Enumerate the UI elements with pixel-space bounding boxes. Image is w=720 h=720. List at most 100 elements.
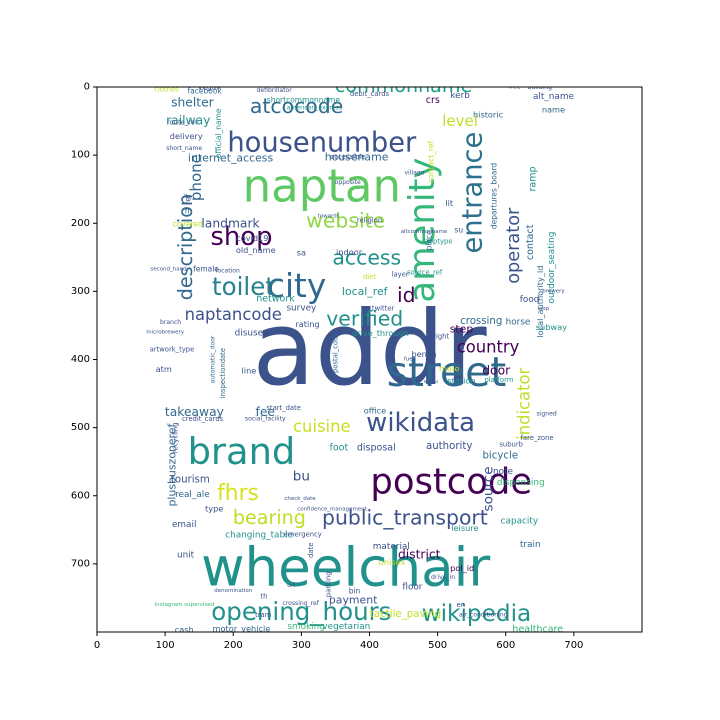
word-crs: crs (426, 95, 440, 106)
word-station: station (447, 376, 475, 386)
word-ramp: ramp (528, 166, 539, 191)
word-bicycle: bicycle (482, 451, 518, 462)
y-tick-label: 200 (71, 218, 90, 229)
word-opposite: opposite (335, 179, 361, 186)
word-accessible: accessible (330, 153, 365, 161)
word-foot: foot (329, 443, 348, 454)
word-brand: brand (188, 430, 296, 473)
word-local-authority-id: local_authority_id (535, 266, 545, 338)
word-type: type (205, 504, 223, 514)
word-entrance: entrance (458, 132, 489, 254)
word-country: country (457, 338, 520, 357)
word-survey: survey (286, 303, 316, 313)
word-capacity: capacity (501, 517, 538, 527)
word-fr: fr (185, 206, 192, 215)
word-branch: branch (160, 319, 181, 326)
word-source: source (481, 466, 497, 511)
word-city: city (267, 267, 326, 305)
word-drive-through: drive_through (352, 328, 409, 338)
word-contact-ref: contact_ref (426, 141, 435, 183)
word-american-express: american_express (287, 105, 342, 112)
word-delivery: delivery (170, 131, 203, 141)
word-credit-cards: credit_cards (182, 415, 224, 423)
word-clothes: clothes (154, 86, 179, 94)
word-statu: statu (424, 379, 438, 385)
word-shelter: shelter (171, 96, 215, 110)
word-unisex: unisex (379, 557, 406, 567)
word-drive-in: drive_in (431, 574, 455, 581)
plot-area: addr wheelchair naptan street amenity postcod… (96, 74, 643, 634)
word-wikipedia: wikipedia (422, 600, 532, 627)
word-tram: tram (255, 611, 272, 619)
word-building: building (528, 84, 553, 91)
word-postcode: postcode (370, 462, 532, 503)
word-id: id (397, 283, 416, 307)
x-tick-label: 600 (496, 640, 515, 651)
word-smoking: smoking (287, 622, 325, 632)
word-shop: shop (210, 222, 272, 252)
word-sa: sa (297, 248, 306, 258)
word-contact: contact (525, 224, 536, 260)
word-alt-name: alt_name (533, 92, 574, 102)
word-wikidata: wikidata (366, 408, 475, 438)
word-takeaway: takeaway (165, 405, 224, 419)
word-indoor: indoor (336, 247, 363, 257)
word-vegan: vegan (198, 83, 221, 92)
word-second-hand: second_hand (150, 267, 186, 273)
y-tick-label: 400 (71, 354, 90, 365)
word-step: step (450, 322, 474, 335)
word-fee: fee (256, 405, 275, 419)
word-naptancode: naptancode (185, 305, 282, 324)
word-layer: addr wheelchair naptan street amenity postcod… (146, 74, 574, 634)
word-dispensing: dispensing (497, 478, 545, 488)
y-tick-label: 700 (71, 558, 90, 569)
word-cuisine: cuisine (293, 417, 351, 436)
word-automatic-door: automatic_door (209, 335, 216, 383)
word-male: male (439, 363, 459, 373)
x-tick-label: 100 (156, 640, 175, 651)
word-height: height (427, 332, 449, 340)
word-atcocode: atcocode (250, 94, 343, 118)
word-twitter: twitter (372, 304, 395, 312)
word-disused: disused (235, 329, 269, 339)
word-altcommonname: altcommonname (401, 229, 448, 235)
word-opening-hours: opening_hours (211, 597, 391, 626)
word-vegetarian: vegetarian (322, 622, 370, 632)
word-th: th (260, 593, 267, 601)
word-payment: payment (329, 593, 378, 606)
word-disposal: disposal (357, 443, 396, 454)
word-housenumber: housenumber (227, 127, 417, 158)
word-operator: operator (504, 207, 524, 284)
word-note: note (493, 467, 513, 477)
word-pol-id: pol_id (450, 563, 474, 573)
word-addr: addr (252, 290, 487, 409)
word-check-date: check_date (284, 496, 316, 502)
word-ref: ref (183, 193, 193, 205)
word-url: url (287, 582, 295, 589)
x-tick-label: 400 (360, 640, 379, 651)
word-housename: housename (325, 151, 389, 164)
word-village: village (404, 169, 424, 176)
word-lit: lit (445, 198, 454, 208)
word-loop: loop (537, 306, 549, 312)
x-tick-label: 0 (94, 640, 100, 651)
x-tick-label: 300 (292, 640, 311, 651)
word-wheelchair: wheelchair (201, 536, 490, 598)
word-website: website (306, 209, 385, 233)
word-network: network (256, 293, 295, 304)
y-axis: 0 100 200 300 400 500 600 700 (71, 82, 97, 569)
word-level: level (442, 112, 478, 130)
word-defibrillator: defibrillator (256, 87, 292, 94)
word-place: place (424, 230, 433, 251)
word-stoptype: stoptype (423, 238, 453, 246)
word-commonname: commonname (335, 74, 472, 97)
word-en: en (457, 601, 466, 609)
word-covid19: covid19 (236, 233, 268, 243)
word-diet: diet (363, 273, 376, 281)
word-inspectiondate: inspectiondate (219, 348, 227, 398)
word-public-transport: public_transport (322, 506, 488, 531)
word-motor-vehicle: motor_vehicle (213, 624, 271, 634)
word-bearing: bearing (233, 506, 306, 529)
word-religion: religion (357, 217, 382, 225)
word-food: food (520, 295, 540, 305)
